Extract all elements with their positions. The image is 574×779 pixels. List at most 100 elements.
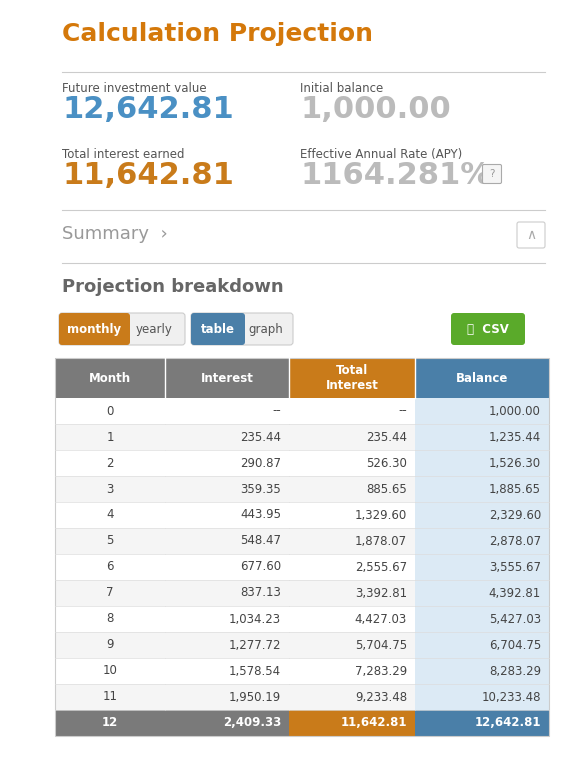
Bar <box>165 632 289 658</box>
Bar <box>55 528 165 554</box>
Bar <box>55 502 165 528</box>
Bar <box>55 450 165 476</box>
Text: 9: 9 <box>106 639 114 651</box>
Bar <box>55 632 165 658</box>
FancyBboxPatch shape <box>59 313 185 345</box>
Text: Projection breakdown: Projection breakdown <box>62 278 284 296</box>
Bar <box>415 606 549 632</box>
Bar <box>415 580 549 606</box>
Text: ⤓  CSV: ⤓ CSV <box>467 323 509 336</box>
Text: 443.95: 443.95 <box>240 509 281 521</box>
Bar <box>55 398 165 424</box>
Text: 0: 0 <box>106 404 114 418</box>
FancyBboxPatch shape <box>191 313 293 345</box>
Text: 11,642.81: 11,642.81 <box>340 717 407 729</box>
Text: 1,526.30: 1,526.30 <box>489 456 541 470</box>
Text: ?: ? <box>489 169 495 179</box>
Text: 1,578.54: 1,578.54 <box>229 664 281 678</box>
Bar <box>55 580 165 606</box>
FancyBboxPatch shape <box>59 313 130 345</box>
Text: table: table <box>201 323 235 336</box>
Bar <box>289 710 415 736</box>
Bar <box>289 606 415 632</box>
Bar <box>165 606 289 632</box>
Text: ∧: ∧ <box>526 228 536 242</box>
Text: Total interest earned: Total interest earned <box>62 148 184 161</box>
Text: Summary  ›: Summary › <box>62 225 168 243</box>
Text: 359.35: 359.35 <box>241 482 281 495</box>
Bar <box>289 528 415 554</box>
Text: 6: 6 <box>106 561 114 573</box>
Text: 12,642.81: 12,642.81 <box>475 717 541 729</box>
Text: Month: Month <box>89 372 131 385</box>
Text: 5,704.75: 5,704.75 <box>355 639 407 651</box>
Bar <box>415 450 549 476</box>
Bar <box>415 528 549 554</box>
Bar <box>415 554 549 580</box>
Bar <box>289 398 415 424</box>
Text: Balance: Balance <box>456 372 508 385</box>
Bar <box>289 684 415 710</box>
Bar <box>165 554 289 580</box>
Text: --: -- <box>398 404 407 418</box>
Text: Calculation Projection: Calculation Projection <box>62 22 373 46</box>
Text: 1,885.65: 1,885.65 <box>489 482 541 495</box>
Text: 290.87: 290.87 <box>240 456 281 470</box>
Bar <box>289 632 415 658</box>
FancyBboxPatch shape <box>191 313 245 345</box>
Bar <box>415 476 549 502</box>
Text: 1,329.60: 1,329.60 <box>355 509 407 521</box>
Text: 1,034.23: 1,034.23 <box>229 612 281 626</box>
Text: 8,283.29: 8,283.29 <box>489 664 541 678</box>
Bar <box>415 710 549 736</box>
Text: 11: 11 <box>103 690 118 703</box>
Bar <box>55 424 165 450</box>
Bar <box>289 502 415 528</box>
Text: 1,878.07: 1,878.07 <box>355 534 407 548</box>
Bar <box>165 580 289 606</box>
Text: 7,283.29: 7,283.29 <box>355 664 407 678</box>
Text: 3: 3 <box>106 482 114 495</box>
Text: 5: 5 <box>106 534 114 548</box>
Text: 235.44: 235.44 <box>366 431 407 443</box>
Bar <box>289 580 415 606</box>
Text: 2,409.33: 2,409.33 <box>223 717 281 729</box>
Text: 9,233.48: 9,233.48 <box>355 690 407 703</box>
FancyBboxPatch shape <box>517 222 545 248</box>
Bar <box>165 658 289 684</box>
Bar <box>165 450 289 476</box>
Bar <box>415 398 549 424</box>
Text: 837.13: 837.13 <box>240 587 281 600</box>
Bar <box>55 684 165 710</box>
Text: 8: 8 <box>106 612 114 626</box>
Bar <box>289 476 415 502</box>
Bar <box>55 606 165 632</box>
Bar <box>289 554 415 580</box>
Text: 7: 7 <box>106 587 114 600</box>
Text: 1,950.19: 1,950.19 <box>229 690 281 703</box>
Text: 885.65: 885.65 <box>366 482 407 495</box>
Bar <box>55 358 165 398</box>
Bar <box>55 554 165 580</box>
Bar <box>415 358 549 398</box>
Text: monthly: monthly <box>67 323 122 336</box>
Text: 11,642.81: 11,642.81 <box>62 161 234 190</box>
Text: 1,000.00: 1,000.00 <box>300 95 451 124</box>
Bar <box>289 424 415 450</box>
Text: 4,392.81: 4,392.81 <box>488 587 541 600</box>
Text: 3,555.67: 3,555.67 <box>489 561 541 573</box>
Text: 4,427.03: 4,427.03 <box>355 612 407 626</box>
Text: 3,392.81: 3,392.81 <box>355 587 407 600</box>
Text: 2: 2 <box>106 456 114 470</box>
Text: Total
Interest: Total Interest <box>325 364 378 392</box>
Text: 2,555.67: 2,555.67 <box>355 561 407 573</box>
Text: Initial balance: Initial balance <box>300 82 383 95</box>
Bar <box>165 684 289 710</box>
Bar <box>165 358 289 398</box>
Text: 10: 10 <box>103 664 118 678</box>
Bar <box>165 502 289 528</box>
Bar <box>415 424 549 450</box>
Bar <box>415 502 549 528</box>
Text: 2,329.60: 2,329.60 <box>488 509 541 521</box>
Bar <box>55 358 549 736</box>
